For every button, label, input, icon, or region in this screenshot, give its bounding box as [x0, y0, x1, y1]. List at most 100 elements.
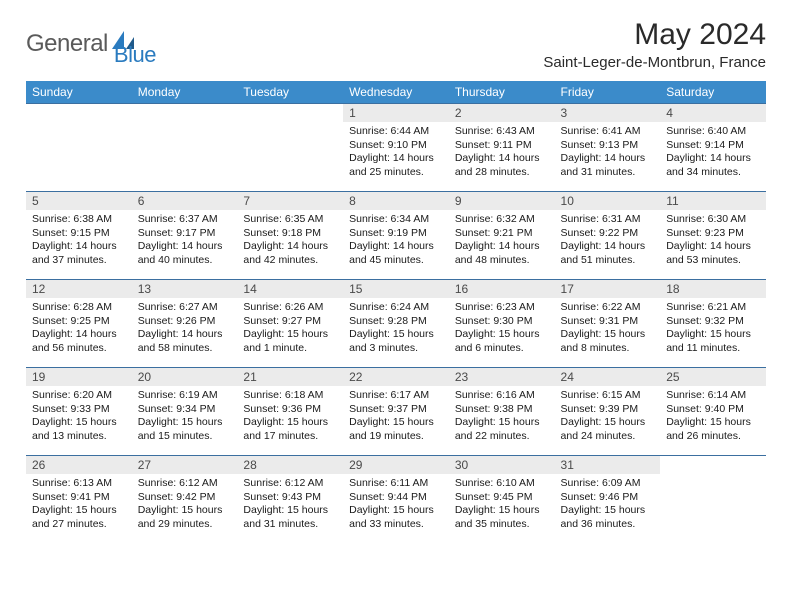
daylight-text-1: Daylight: 15 hours: [138, 504, 232, 518]
daylight-text-1: Daylight: 14 hours: [32, 328, 126, 342]
week-row: 1Sunrise: 6:44 AMSunset: 9:10 PMDaylight…: [26, 104, 766, 192]
sunset-text: Sunset: 9:13 PM: [561, 139, 655, 153]
day-cell: 13Sunrise: 6:27 AMSunset: 9:26 PMDayligh…: [132, 280, 238, 368]
day-cell: 27Sunrise: 6:12 AMSunset: 9:42 PMDayligh…: [132, 456, 238, 544]
day-cell: [132, 104, 238, 192]
daylight-text-2: and 11 minutes.: [666, 342, 760, 356]
daylight-text-1: Daylight: 14 hours: [666, 240, 760, 254]
sunrise-text: Sunrise: 6:21 AM: [666, 301, 760, 315]
day-details: Sunrise: 6:17 AMSunset: 9:37 PMDaylight:…: [343, 386, 449, 448]
daylight-text-1: Daylight: 14 hours: [561, 152, 655, 166]
day-details: Sunrise: 6:20 AMSunset: 9:33 PMDaylight:…: [26, 386, 132, 448]
sunset-text: Sunset: 9:15 PM: [32, 227, 126, 241]
day-cell: 21Sunrise: 6:18 AMSunset: 9:36 PMDayligh…: [237, 368, 343, 456]
daylight-text-1: Daylight: 15 hours: [349, 328, 443, 342]
daylight-text-2: and 13 minutes.: [32, 430, 126, 444]
sunset-text: Sunset: 9:18 PM: [243, 227, 337, 241]
daylight-text-2: and 51 minutes.: [561, 254, 655, 268]
sunset-text: Sunset: 9:46 PM: [561, 491, 655, 505]
daylight-text-2: and 31 minutes.: [561, 166, 655, 180]
day-details: Sunrise: 6:38 AMSunset: 9:15 PMDaylight:…: [26, 210, 132, 272]
day-cell: 28Sunrise: 6:12 AMSunset: 9:43 PMDayligh…: [237, 456, 343, 544]
daylight-text-2: and 19 minutes.: [349, 430, 443, 444]
day-details: Sunrise: 6:43 AMSunset: 9:11 PMDaylight:…: [449, 122, 555, 184]
daylight-text-1: Daylight: 15 hours: [349, 416, 443, 430]
daylight-text-2: and 53 minutes.: [666, 254, 760, 268]
day-cell: 31Sunrise: 6:09 AMSunset: 9:46 PMDayligh…: [555, 456, 661, 544]
daylight-text-2: and 31 minutes.: [243, 518, 337, 532]
day-number: 10: [555, 192, 661, 210]
daylight-text-2: and 35 minutes.: [455, 518, 549, 532]
daylight-text-2: and 29 minutes.: [138, 518, 232, 532]
week-row: 19Sunrise: 6:20 AMSunset: 9:33 PMDayligh…: [26, 368, 766, 456]
day-header-tuesday: Tuesday: [237, 81, 343, 104]
sunrise-text: Sunrise: 6:23 AM: [455, 301, 549, 315]
daylight-text-2: and 48 minutes.: [455, 254, 549, 268]
header: General Blue May 2024 Saint-Leger-de-Mon…: [26, 18, 766, 71]
day-number: 23: [449, 368, 555, 386]
daylight-text-1: Daylight: 14 hours: [32, 240, 126, 254]
day-cell: 5Sunrise: 6:38 AMSunset: 9:15 PMDaylight…: [26, 192, 132, 280]
sunset-text: Sunset: 9:36 PM: [243, 403, 337, 417]
daylight-text-2: and 1 minute.: [243, 342, 337, 356]
day-number: 15: [343, 280, 449, 298]
day-details: Sunrise: 6:09 AMSunset: 9:46 PMDaylight:…: [555, 474, 661, 536]
day-details: Sunrise: 6:15 AMSunset: 9:39 PMDaylight:…: [555, 386, 661, 448]
day-details: Sunrise: 6:16 AMSunset: 9:38 PMDaylight:…: [449, 386, 555, 448]
day-cell: 20Sunrise: 6:19 AMSunset: 9:34 PMDayligh…: [132, 368, 238, 456]
daylight-text-1: Daylight: 15 hours: [561, 504, 655, 518]
day-cell: 17Sunrise: 6:22 AMSunset: 9:31 PMDayligh…: [555, 280, 661, 368]
day-details: Sunrise: 6:10 AMSunset: 9:45 PMDaylight:…: [449, 474, 555, 536]
daylight-text-1: Daylight: 15 hours: [243, 504, 337, 518]
day-number: 6: [132, 192, 238, 210]
day-header-saturday: Saturday: [660, 81, 766, 104]
daylight-text-2: and 6 minutes.: [455, 342, 549, 356]
day-number: 14: [237, 280, 343, 298]
day-number: 20: [132, 368, 238, 386]
daylight-text-2: and 33 minutes.: [349, 518, 443, 532]
sunset-text: Sunset: 9:31 PM: [561, 315, 655, 329]
day-cell: 9Sunrise: 6:32 AMSunset: 9:21 PMDaylight…: [449, 192, 555, 280]
day-header-friday: Friday: [555, 81, 661, 104]
sunrise-text: Sunrise: 6:17 AM: [349, 389, 443, 403]
sunrise-text: Sunrise: 6:35 AM: [243, 213, 337, 227]
day-cell: 16Sunrise: 6:23 AMSunset: 9:30 PMDayligh…: [449, 280, 555, 368]
sunset-text: Sunset: 9:45 PM: [455, 491, 549, 505]
location-label: Saint-Leger-de-Montbrun, France: [543, 54, 766, 71]
sunrise-text: Sunrise: 6:27 AM: [138, 301, 232, 315]
day-number: 18: [660, 280, 766, 298]
day-cell: 29Sunrise: 6:11 AMSunset: 9:44 PMDayligh…: [343, 456, 449, 544]
day-number: 13: [132, 280, 238, 298]
sunset-text: Sunset: 9:25 PM: [32, 315, 126, 329]
daylight-text-1: Daylight: 15 hours: [666, 328, 760, 342]
sunset-text: Sunset: 9:42 PM: [138, 491, 232, 505]
daylight-text-2: and 25 minutes.: [349, 166, 443, 180]
sunset-text: Sunset: 9:27 PM: [243, 315, 337, 329]
day-cell: 11Sunrise: 6:30 AMSunset: 9:23 PMDayligh…: [660, 192, 766, 280]
day-cell: 18Sunrise: 6:21 AMSunset: 9:32 PMDayligh…: [660, 280, 766, 368]
sunset-text: Sunset: 9:38 PM: [455, 403, 549, 417]
day-details: Sunrise: 6:24 AMSunset: 9:28 PMDaylight:…: [343, 298, 449, 360]
daylight-text-2: and 26 minutes.: [666, 430, 760, 444]
daylight-text-1: Daylight: 15 hours: [138, 416, 232, 430]
day-details: Sunrise: 6:30 AMSunset: 9:23 PMDaylight:…: [660, 210, 766, 272]
sunrise-text: Sunrise: 6:19 AM: [138, 389, 232, 403]
sunset-text: Sunset: 9:14 PM: [666, 139, 760, 153]
sunrise-text: Sunrise: 6:32 AM: [455, 213, 549, 227]
sunrise-text: Sunrise: 6:24 AM: [349, 301, 443, 315]
day-cell: 14Sunrise: 6:26 AMSunset: 9:27 PMDayligh…: [237, 280, 343, 368]
daylight-text-1: Daylight: 14 hours: [455, 240, 549, 254]
sunset-text: Sunset: 9:10 PM: [349, 139, 443, 153]
day-details: Sunrise: 6:21 AMSunset: 9:32 PMDaylight:…: [660, 298, 766, 360]
daylight-text-1: Daylight: 15 hours: [455, 416, 549, 430]
daylight-text-1: Daylight: 15 hours: [243, 416, 337, 430]
sunrise-text: Sunrise: 6:09 AM: [561, 477, 655, 491]
day-details: [132, 122, 238, 129]
day-number: 24: [555, 368, 661, 386]
sunset-text: Sunset: 9:28 PM: [349, 315, 443, 329]
sunrise-text: Sunrise: 6:40 AM: [666, 125, 760, 139]
day-details: [660, 474, 766, 481]
daylight-text-1: Daylight: 14 hours: [349, 152, 443, 166]
sunset-text: Sunset: 9:32 PM: [666, 315, 760, 329]
daylight-text-1: Daylight: 14 hours: [561, 240, 655, 254]
